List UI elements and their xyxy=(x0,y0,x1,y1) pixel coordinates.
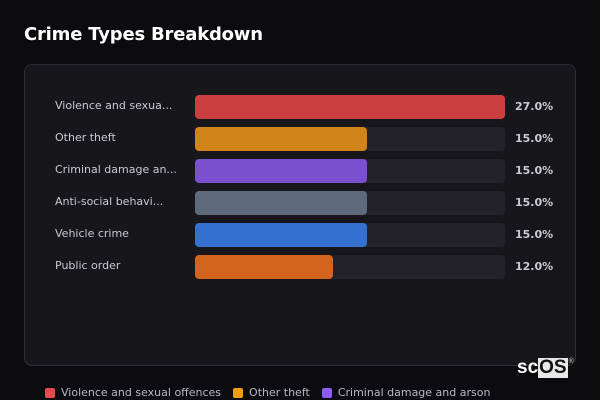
chart-card: Violence and sexua... 27.0% Other theft 15.… xyxy=(24,64,576,366)
bar-track xyxy=(195,159,505,183)
bar-row[interactable]: Other theft 15.0% xyxy=(25,127,575,151)
logo-os: OS xyxy=(538,357,568,378)
bar-track xyxy=(195,95,505,119)
chart-legend: Violence and sexual offences Other theft C… xyxy=(45,386,502,399)
legend-label: Violence and sexual offences xyxy=(61,386,222,399)
logo-sc: sc xyxy=(517,357,539,378)
legend-label: Other theft xyxy=(249,386,310,399)
legend-swatch-icon xyxy=(233,387,244,398)
legend-swatch-icon xyxy=(321,387,332,398)
legend-label: Criminal damage and arson xyxy=(337,386,491,399)
bar-fill[interactable] xyxy=(195,95,505,119)
legend-item[interactable]: Criminal damage and arson xyxy=(321,386,491,399)
bar-fill[interactable] xyxy=(195,223,368,247)
scos-logo: sc OS ® xyxy=(517,358,574,378)
bar-row[interactable]: Criminal damage an... 15.0% xyxy=(25,159,575,183)
bar-label: Other theft xyxy=(55,131,116,144)
bar-value: 12.0% xyxy=(515,260,554,273)
bar-track xyxy=(195,255,505,279)
bar-track xyxy=(195,127,505,151)
bar-row[interactable]: Vehicle crime 15.0% xyxy=(25,223,575,247)
bar-row[interactable]: Public order 12.0% xyxy=(25,255,575,279)
bar-fill[interactable] xyxy=(195,127,368,151)
bar-label: Violence and sexua... xyxy=(55,99,173,112)
legend-swatch-icon xyxy=(45,387,55,398)
bar-track xyxy=(195,191,505,215)
bar-track xyxy=(195,223,505,247)
bar-label: Public order xyxy=(55,259,121,272)
page-title: Crime Types Breakdown xyxy=(24,24,263,45)
legend-item[interactable]: Other theft xyxy=(233,386,310,399)
bar-value: 15.0% xyxy=(515,132,554,145)
bar-value: 15.0% xyxy=(515,164,554,177)
bar-row[interactable]: Anti-social behavi... 15.0% xyxy=(25,191,575,215)
bar-value: 15.0% xyxy=(515,196,554,209)
bar-label: Vehicle crime xyxy=(55,227,129,240)
legend-item[interactable]: Violence and sexual offences xyxy=(45,386,221,399)
bar-fill[interactable] xyxy=(195,159,368,183)
bar-row[interactable]: Violence and sexua... 27.0% xyxy=(25,95,575,119)
bar-fill[interactable] xyxy=(195,255,333,279)
bar-label: Anti-social behavi... xyxy=(55,195,164,208)
registered-mark-icon: ® xyxy=(568,358,574,365)
bar-value: 27.0% xyxy=(515,100,554,113)
bar-value: 15.0% xyxy=(515,228,554,241)
bar-fill[interactable] xyxy=(195,191,368,215)
bar-label: Criminal damage an... xyxy=(55,163,177,176)
